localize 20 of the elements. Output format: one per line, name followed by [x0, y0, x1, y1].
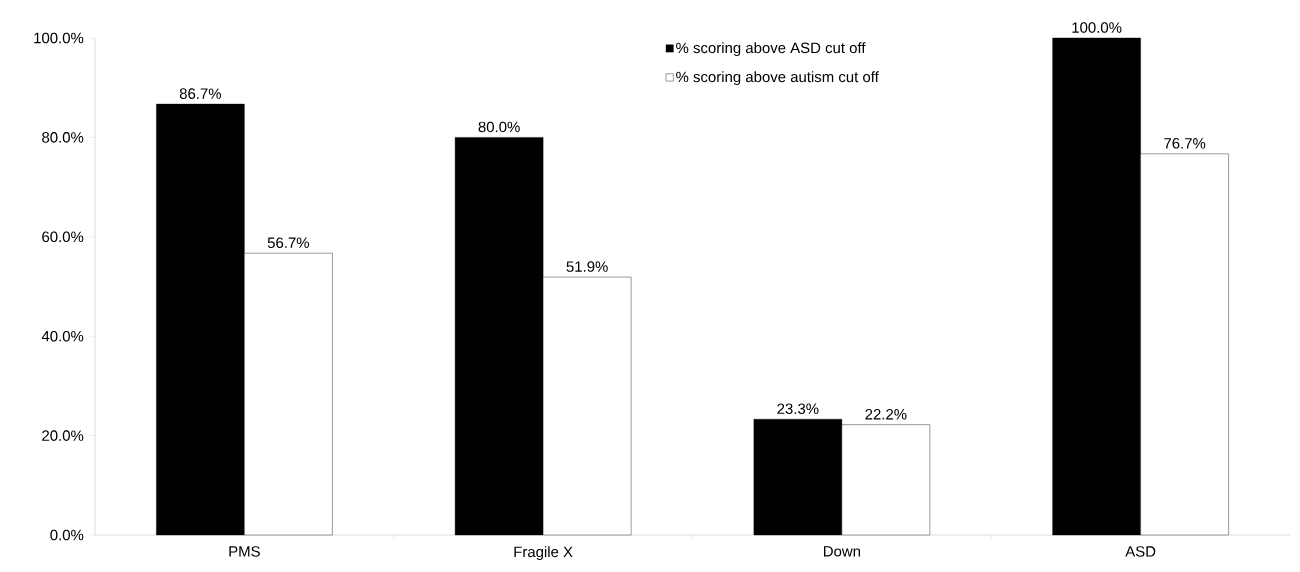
data-label: 22.2%: [865, 408, 907, 420]
x-tick-label: ASD: [1125, 546, 1156, 557]
data-label: 51.9%: [566, 261, 608, 272]
y-tick-label: 80.0%: [42, 132, 84, 143]
y-tick-label: 60.0%: [42, 231, 84, 243]
data-label: 86.7%: [179, 88, 222, 99]
y-tick-label: 100.0%: [34, 32, 84, 44]
x-tick-label: Fragile X: [514, 546, 573, 561]
y-tick-label: 0.0%: [50, 529, 84, 541]
legend-label: % scoring above ASD cut off: [676, 42, 866, 57]
data-label: 80.0%: [478, 121, 520, 133]
data-label: 76.7%: [1164, 138, 1206, 149]
x-tick-label: Down: [823, 546, 860, 557]
legend-label: % scoring above autism cut off: [676, 71, 879, 86]
data-label: 100.0%: [1072, 22, 1122, 33]
data-label: 56.7%: [267, 237, 310, 249]
y-tick-label: 40.0%: [41, 330, 84, 342]
data-label: 23.3%: [777, 403, 819, 415]
y-tick-label: 20.0%: [42, 430, 84, 441]
x-tick-label: PMS: [229, 546, 260, 557]
